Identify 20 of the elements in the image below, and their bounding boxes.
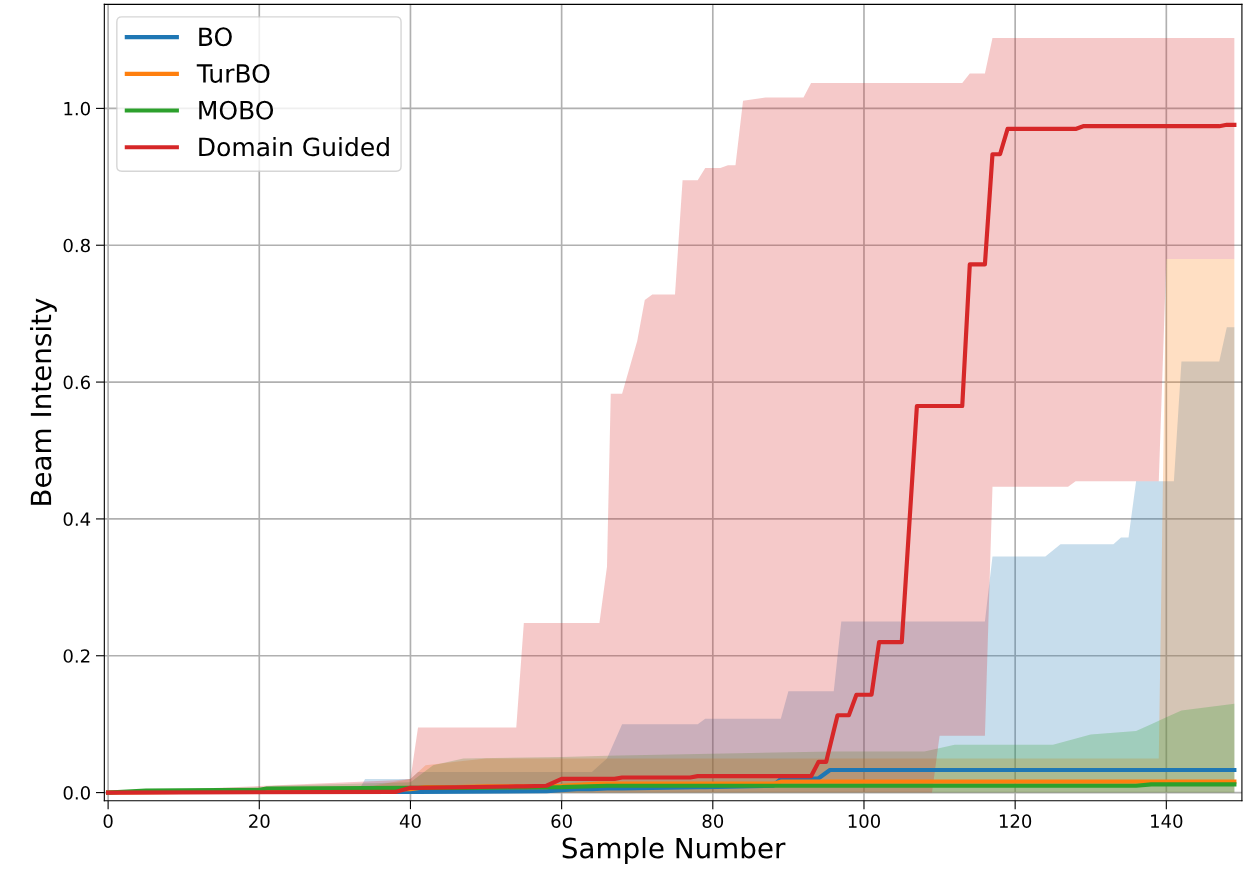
y-tick-label: 0.0: [63, 786, 90, 800]
x-tick-label: 20: [249, 814, 270, 828]
x-tick-label: 40: [399, 814, 421, 828]
x-tick-label: 0: [103, 814, 113, 828]
y-tick-label: 0.6: [63, 375, 90, 390]
x-tick-label: 100: [848, 814, 881, 828]
y-tick-label: 0.4: [63, 512, 91, 527]
legend-label: TurBO: [196, 64, 270, 83]
x-tick-label: 140: [1151, 814, 1183, 828]
x-tick-label: 80: [702, 814, 724, 828]
legend-label: BO: [199, 27, 232, 47]
x-axis-title: Sample Number: [562, 837, 786, 864]
y-tick-label: 0.8: [63, 238, 90, 253]
y-tick-label: 1.0: [64, 101, 90, 116]
legend-label: MOBO: [199, 100, 274, 120]
legend-label: Domain Guided: [199, 136, 389, 157]
x-tick-label: 120: [999, 814, 1032, 828]
y-axis-title: Beam Intensity: [29, 298, 57, 505]
y-tick-label: 0.2: [63, 649, 90, 663]
x-tick-label: 60: [551, 814, 572, 828]
